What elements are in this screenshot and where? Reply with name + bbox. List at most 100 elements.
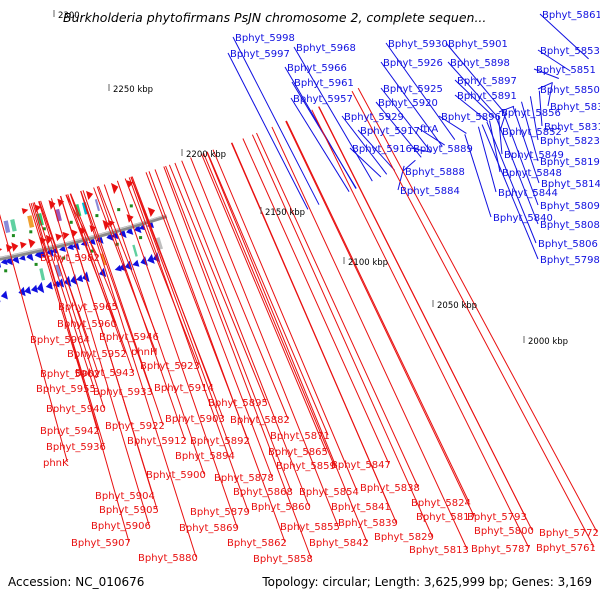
callout-line xyxy=(103,184,205,475)
callout-line xyxy=(285,120,475,517)
gene-arrow xyxy=(106,231,114,241)
gene-label: Bphyt_5793 xyxy=(467,512,527,523)
gene-arrow xyxy=(18,286,26,297)
gene-label: Bphyt_5914 xyxy=(154,383,214,394)
gene-label: Bphyt_5819 xyxy=(540,157,600,168)
callout-line xyxy=(256,132,419,488)
gene-arrow xyxy=(55,233,63,242)
gene-arrow xyxy=(147,207,156,217)
gene-arrow xyxy=(21,208,29,215)
callout-line xyxy=(481,124,539,260)
callout-line xyxy=(116,180,238,528)
callout-line xyxy=(148,171,286,543)
tick-label: 2150 kbp xyxy=(265,208,305,218)
callout-line xyxy=(464,134,492,218)
callout-line xyxy=(499,110,508,132)
callout-line xyxy=(357,87,598,533)
callout-line xyxy=(357,129,396,171)
callout-line xyxy=(131,176,224,419)
marker-dot xyxy=(95,214,99,218)
callout-line xyxy=(349,147,382,178)
gene-label: Bphyt_5850 xyxy=(540,85,600,96)
callout-line xyxy=(206,151,329,436)
callout-line xyxy=(200,153,327,452)
gene-label: Bphyt_5838 xyxy=(360,483,420,494)
callout-line xyxy=(271,126,468,550)
gene-label: Bphyt_5800 xyxy=(474,526,534,537)
callout-line xyxy=(495,116,539,225)
gene-label: Bphyt_5839 xyxy=(338,518,398,529)
gene-label: Bphyt_5895 xyxy=(208,398,268,409)
gene-label: Bphyt_5905 xyxy=(99,505,159,516)
markers-inner xyxy=(11,204,133,238)
gene-callout-lines xyxy=(0,13,598,559)
callout-line xyxy=(539,13,589,60)
callout-line xyxy=(497,115,503,155)
rna-block xyxy=(39,268,46,281)
callout-line xyxy=(174,162,310,507)
gene-label: Bphyt_5842 xyxy=(309,538,369,549)
callout-line xyxy=(0,214,68,463)
callout-line xyxy=(128,177,249,512)
gene-arrow xyxy=(62,231,70,240)
callout-line xyxy=(60,195,158,510)
gene-label: Bphyt_5856 xyxy=(501,108,561,119)
gene-label: Bphyt_5882 xyxy=(230,415,290,426)
gene-label: Bphyt_5960 xyxy=(57,319,117,330)
gene-label: Bphyt_5943 xyxy=(75,368,135,379)
gene-label: Bphyt_5916 xyxy=(352,144,412,155)
callout-line xyxy=(98,186,158,337)
rna-block xyxy=(132,244,138,257)
gene-arrow xyxy=(5,244,13,253)
callout-line xyxy=(547,82,553,107)
gene-arrow xyxy=(18,254,26,261)
tick-label: 2200 kbp xyxy=(186,150,226,160)
callout-line xyxy=(181,160,289,420)
gene-label: Bphyt_5851 xyxy=(536,65,596,76)
marker-dot xyxy=(69,220,73,224)
callout-line xyxy=(529,96,539,141)
tick-label: 2250 kbp xyxy=(113,85,153,95)
callout-line xyxy=(130,176,234,456)
gene-arrow xyxy=(147,253,155,264)
gene-arrow xyxy=(114,264,122,272)
callout-line xyxy=(80,190,197,558)
gene-label: Bphyt_5823 xyxy=(540,136,600,147)
gene-label: Bphyt_5922 xyxy=(105,421,165,432)
rna-block xyxy=(94,199,101,212)
gene-label: phnK xyxy=(43,458,69,469)
gene-arrow xyxy=(24,286,32,295)
gene-label: Bphyt_5813 xyxy=(409,545,469,556)
gene-label: Bphyt_5961 xyxy=(294,78,354,89)
marker-dot xyxy=(62,256,66,260)
callout-line xyxy=(163,166,312,559)
callout-line xyxy=(537,81,553,90)
tick-label: 2100 kbp xyxy=(348,258,388,268)
gene-label: Bphyt_5888 xyxy=(405,167,465,178)
gene-label: Bphyt_5862 xyxy=(227,538,287,549)
callout-line xyxy=(242,138,390,465)
gene-label: Bphyt_5965 xyxy=(58,302,118,313)
gene-label: Bphyt_5880 xyxy=(138,553,198,564)
marker-dot xyxy=(117,208,121,212)
callout-line xyxy=(231,142,397,523)
gene-label: Bphyt_5998 xyxy=(235,33,295,44)
callout-line xyxy=(454,94,489,122)
gene-label: Bphyt_5809 xyxy=(540,201,600,212)
gene-label: Bphyt_5871 xyxy=(270,431,330,442)
position-ticks: 2300 2250 kbp 2200 kbp 2150 kbp 2100 kbp 2050… xyxy=(53,10,568,347)
gene-arrow xyxy=(86,190,94,200)
callout-line xyxy=(212,149,358,492)
gene-label: Bphyt_5946 xyxy=(99,332,159,343)
gene-arrow xyxy=(30,284,38,293)
callout-line xyxy=(285,120,470,503)
callout-line xyxy=(385,42,456,140)
marker-dot xyxy=(11,234,15,238)
gene-label: Bphyt_5901 xyxy=(448,39,508,50)
gene-arrow xyxy=(45,281,53,290)
callout-line xyxy=(69,193,134,373)
gene-label: Bphyt_5831 xyxy=(544,122,600,133)
callout-line xyxy=(50,198,150,526)
callout-line xyxy=(512,106,540,184)
callout-line xyxy=(227,52,309,210)
